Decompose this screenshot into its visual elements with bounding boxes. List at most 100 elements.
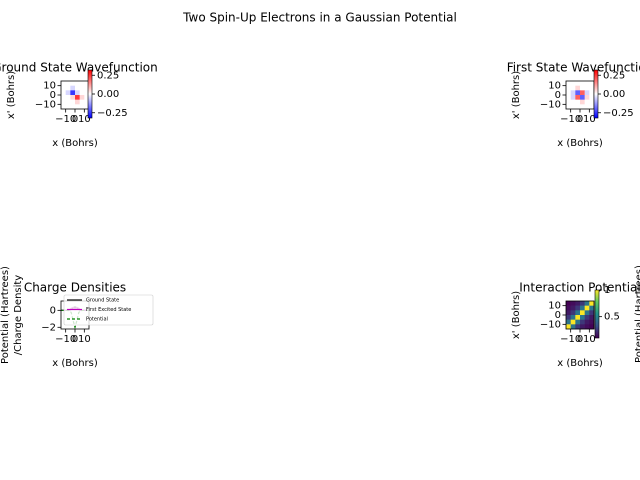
heatmap-cell [575,104,581,110]
heatmap-cell [584,310,590,316]
heatmap-cell [65,95,71,100]
heatmap-cell [65,90,71,96]
heatmap-cell [580,305,585,311]
heatmap-cell [589,301,595,306]
heatmap-cell [580,301,585,306]
heatmap-cell [61,81,66,86]
heatmap-cell [75,85,80,91]
colorbar-tick-label: 0.25 [603,70,625,81]
heatmap-cell [580,81,585,86]
heatmap-cell [70,85,76,91]
y-axis-label: x' (Bohrs) [6,71,17,119]
heatmap-cell [75,81,80,86]
subplot-title: First State Wavefunction [507,61,640,75]
heatmap-cell [589,85,595,91]
heatmap-cell [566,315,571,320]
heatmap-cell [75,90,80,96]
x-tick-label: 10 [583,334,596,345]
colorbar-tick-label: 0.25 [97,70,119,81]
y-tick-label: 0 [50,305,56,316]
heatmap-cell [65,85,71,91]
heatmap-cell [70,90,76,96]
heatmap-cell [84,99,90,105]
y-tick-label: −10 [35,99,56,110]
heatmap-cell [575,310,581,316]
heatmap-cell [566,104,571,110]
heatmap-cell [70,99,76,105]
heatmap-cell [84,104,90,110]
heatmap-cell [70,81,76,86]
y-axis-label: Potential (Hartrees) [0,266,11,364]
heatmap-cell [589,315,595,320]
heatmap-cell [61,104,66,110]
heatmap-cell [584,85,590,91]
heatmap-cell [584,319,590,325]
subplot-title: Ground State Wavefunction [0,61,158,75]
x-tick-label: 0 [72,114,78,125]
heatmap-cell [570,99,576,105]
colorbar [87,69,93,119]
heatmap-cell [589,324,595,330]
heatmap-cell [84,85,90,91]
x-tick-label: −10 [55,114,76,125]
heatmap-cell [575,319,581,325]
heatmap-cell [575,81,581,86]
y-tick-label: −10 [540,99,561,110]
heatmap-cell [566,305,571,311]
heatmap-cell [580,315,585,320]
legend-label: First Excited State [86,307,131,313]
heatmap-cell [70,95,76,100]
legend-label: Potential [86,317,108,323]
x-tick-label: −10 [560,114,581,125]
x-tick-label: −10 [55,334,76,345]
heatmap-cell [584,95,590,100]
heatmap-cell [79,104,85,110]
x-tick-label: 10 [78,334,91,345]
heatmap-cell [61,95,66,100]
heatmap-cell [566,85,571,91]
heatmap-cell [566,90,571,96]
heatmap-cell [584,81,590,86]
heatmap-cell [570,104,576,110]
heatmap-cell [575,315,581,320]
colorbar-tick-label: −0.25 [603,108,634,119]
y-tick-label: 0 [555,90,561,101]
x-tick-label: 10 [583,114,596,125]
heatmap-cell [570,95,576,100]
heatmap-cell [570,81,576,86]
heatmap-cell [75,95,80,100]
colorbar-tick-label: 0.00 [97,89,119,100]
x-tick-label: −10 [560,334,581,345]
heatmap-cell [580,85,585,91]
colorbar [593,69,599,119]
x-axis-label: x (Bohrs) [52,358,98,369]
heatmap-cell [584,99,590,105]
heatmap-cell [584,315,590,320]
heatmap-cell [65,99,71,105]
y-axis-label: x' (Bohrs) [511,291,522,339]
heatmap-cell [79,99,85,105]
subplot-title: Interaction Potential [519,281,640,295]
heatmap-cell [70,104,76,110]
colorbar-tick-label: 1 [604,285,610,296]
heatmap-cell [566,81,571,86]
heatmap-cell [79,90,85,96]
heatmap-cell [584,305,590,311]
figure-title: Two Spin-Up Electrons in a Gaussian Pote… [182,11,457,25]
heatmap-cell [589,104,595,110]
heatmap-cell [570,324,576,330]
heatmap-cell [575,90,581,96]
y-tick-label: 10 [43,81,56,92]
heatmap-cell [575,95,581,100]
heatmap-cell [61,90,66,96]
heatmap-cell [566,310,571,316]
heatmap-cell [584,90,590,96]
heatmap-cell [575,99,581,105]
heatmap-cell [79,81,85,86]
heatmap-cell [570,319,576,325]
